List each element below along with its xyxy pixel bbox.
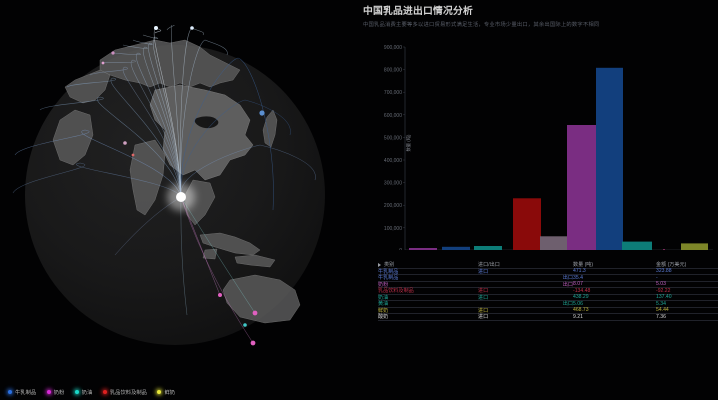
svg-text:600,000: 600,000 [384, 113, 402, 119]
svg-text:300,000: 300,000 [384, 181, 402, 187]
svg-text:200,000: 200,000 [384, 203, 402, 209]
svg-text:0: 0 [399, 248, 402, 250]
svg-text:900,000: 900,000 [384, 45, 402, 51]
svg-text:500,000: 500,000 [384, 135, 402, 141]
svg-text:700,000: 700,000 [384, 90, 402, 96]
svg-text:400,000: 400,000 [384, 158, 402, 164]
svg-text:800,000: 800,000 [384, 68, 402, 74]
svg-text:100,000: 100,000 [384, 226, 402, 232]
svg-text:数量 (吨): 数量 (吨) [405, 134, 412, 152]
